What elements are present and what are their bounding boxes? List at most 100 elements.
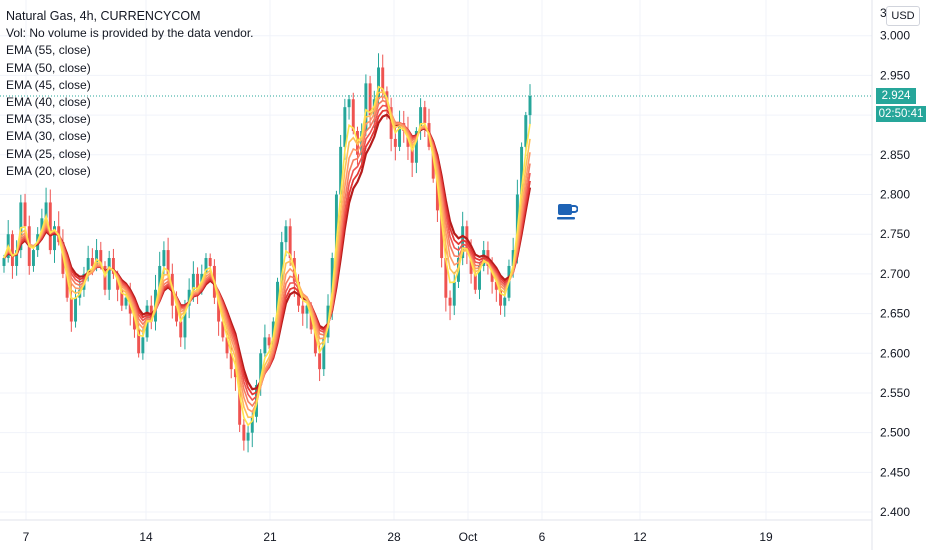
candle-body bbox=[196, 273, 200, 290]
legend-ema-45[interactable]: EMA (45, close) bbox=[6, 77, 91, 92]
candle-body bbox=[461, 226, 465, 259]
candle-body bbox=[339, 146, 343, 195]
candle-body bbox=[111, 258, 115, 274]
candle-body bbox=[124, 297, 128, 306]
candle-body bbox=[246, 432, 250, 441]
y-tick-label: 2.450 bbox=[880, 465, 910, 479]
y-tick-label: 2.800 bbox=[880, 188, 910, 202]
coffee-cup-icon[interactable] bbox=[556, 200, 578, 222]
candle-body bbox=[179, 321, 183, 338]
candle-body bbox=[221, 321, 225, 338]
candle-body bbox=[267, 337, 271, 346]
candle-body bbox=[19, 202, 23, 251]
candle-body bbox=[351, 99, 355, 131]
candle-body bbox=[322, 337, 326, 370]
legend-ema-55[interactable]: EMA (55, close) bbox=[6, 43, 91, 58]
x-tick-label: 12 bbox=[633, 530, 647, 544]
candle-body bbox=[250, 416, 254, 433]
candle-body bbox=[65, 273, 69, 298]
candle-body bbox=[48, 202, 52, 251]
price-axis[interactable]: 2.400 2.450 2.500 2.550 2.600 2.650 2.700 2.750… bbox=[871, 0, 932, 550]
candle-body bbox=[503, 297, 507, 306]
y-tick-label: 2.750 bbox=[880, 227, 910, 241]
candle-body bbox=[435, 178, 439, 211]
y-tick-label: 2.850 bbox=[880, 148, 910, 162]
candle-body bbox=[229, 353, 233, 370]
candle-body bbox=[120, 289, 124, 306]
candle-body bbox=[44, 202, 48, 219]
candle-body bbox=[448, 297, 452, 306]
legend-ema-30[interactable]: EMA (30, close) bbox=[6, 129, 91, 144]
candle-body bbox=[276, 281, 279, 322]
chart-legend: Natural Gas, 4h, CURRENCYCOM Vol: No vol… bbox=[6, 8, 253, 180]
candle-body bbox=[423, 107, 427, 124]
x-tick-label: 28 bbox=[387, 530, 401, 544]
x-tick-label: 7 bbox=[23, 530, 30, 544]
candle-body bbox=[69, 297, 73, 322]
candle-body bbox=[377, 67, 380, 100]
candle-body bbox=[15, 250, 19, 266]
y-tick-label: 3.000 bbox=[880, 29, 910, 43]
legend-ema-20[interactable]: EMA (20, close) bbox=[6, 163, 91, 178]
candle-body bbox=[225, 337, 229, 354]
candle-body bbox=[23, 202, 27, 227]
candle-body bbox=[494, 281, 498, 290]
legend-ema-25[interactable]: EMA (25, close) bbox=[6, 146, 91, 161]
y-tick-label: 2.550 bbox=[880, 386, 910, 400]
candle-body bbox=[499, 289, 503, 306]
candle-body bbox=[410, 146, 414, 163]
candle-body bbox=[183, 305, 187, 338]
candle-body bbox=[217, 297, 221, 322]
candle-body bbox=[158, 265, 162, 290]
candle-body bbox=[473, 273, 477, 290]
candle-body bbox=[204, 258, 208, 274]
candle-body bbox=[86, 258, 90, 274]
candle-body bbox=[313, 329, 317, 354]
x-tick-label: 14 bbox=[139, 530, 153, 544]
candle-body bbox=[132, 313, 136, 330]
candle-body bbox=[263, 337, 267, 354]
legend-ema-35[interactable]: EMA (35, close) bbox=[6, 112, 91, 127]
y-tick-label: 2.600 bbox=[880, 346, 910, 360]
candle-body bbox=[187, 289, 191, 306]
candle-body bbox=[524, 115, 528, 147]
candle-body bbox=[191, 273, 195, 290]
candle-body bbox=[511, 250, 515, 266]
y-tick-label: 2.700 bbox=[880, 267, 910, 281]
x-tick-label: 19 bbox=[759, 530, 773, 544]
legend-ema-50[interactable]: EMA (50, close) bbox=[6, 60, 91, 75]
candle-body bbox=[347, 99, 351, 108]
candle-body bbox=[90, 258, 94, 266]
candle-body bbox=[259, 353, 263, 386]
candle-body bbox=[334, 194, 338, 259]
x-tick-label: 21 bbox=[263, 530, 277, 544]
ema-20-line bbox=[3, 85, 531, 427]
x-tick-label: 6 bbox=[539, 530, 546, 544]
x-tick-label: Oct bbox=[459, 530, 478, 544]
legend-ema-40[interactable]: EMA (40, close) bbox=[6, 95, 91, 110]
candle-body bbox=[53, 226, 56, 251]
time-axis[interactable]: 7 14 21 28 Oct 6 12 19 bbox=[0, 519, 872, 544]
candle-body bbox=[95, 250, 99, 266]
candle-body bbox=[355, 130, 359, 155]
candle-body bbox=[40, 218, 44, 235]
candle-body bbox=[318, 353, 322, 370]
symbol-title[interactable]: Natural Gas, 4h, CURRENCYCOM bbox=[6, 9, 201, 23]
candle-body bbox=[330, 258, 334, 306]
candle-body bbox=[368, 83, 372, 116]
candle-body bbox=[175, 305, 179, 322]
volume-note: Vol: No volume is provided by the data v… bbox=[6, 26, 254, 41]
candle-body bbox=[414, 130, 418, 163]
candle-body bbox=[2, 258, 6, 266]
candle-body bbox=[74, 297, 78, 322]
y-tick-label: 2.500 bbox=[880, 426, 910, 440]
y-tick-label: 2.950 bbox=[880, 68, 910, 82]
candle-body bbox=[364, 83, 368, 131]
bar-countdown-label: 02:50:41 bbox=[876, 106, 926, 123]
candle-body bbox=[478, 265, 481, 290]
candle-body bbox=[393, 138, 397, 147]
candle-body bbox=[208, 258, 212, 266]
candle-body bbox=[233, 369, 237, 378]
currency-button[interactable]: USD bbox=[886, 6, 920, 26]
candle-body bbox=[238, 377, 242, 425]
